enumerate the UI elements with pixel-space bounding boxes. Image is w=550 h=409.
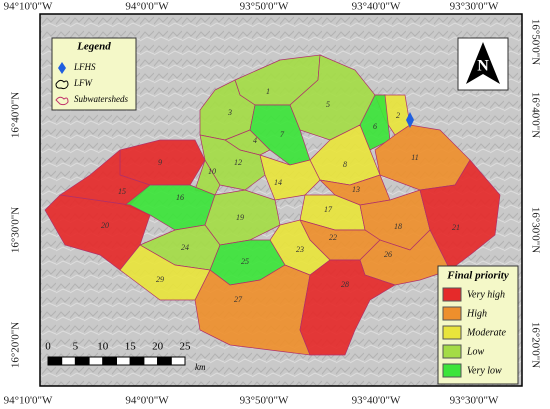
subwatershed bbox=[119, 139, 206, 186]
latitude-label: 16°40'0"N bbox=[10, 92, 22, 138]
coordinates: 94°10'0"W 94°0'0"W 93°50'0"W 93°40'0"W 93°30… bbox=[4, 1, 542, 407]
latitude-label: 16°20'0"N bbox=[10, 322, 22, 368]
latitude-label: 16°40'0"N bbox=[529, 92, 541, 138]
priority-swatch bbox=[442, 306, 462, 321]
subwatershed-label: 25 bbox=[241, 257, 249, 266]
subwatershed-label: 5 bbox=[326, 100, 330, 109]
priority-swatch bbox=[442, 363, 462, 378]
longitude-label: 94°0'0"W bbox=[125, 1, 169, 13]
subwatershed-label: 26 bbox=[384, 250, 392, 259]
subwatershed bbox=[299, 259, 396, 356]
longitude-label: 94°0'0"W bbox=[125, 395, 169, 407]
priority-label: Moderate bbox=[466, 327, 506, 338]
subwatershed-label: 18 bbox=[394, 222, 402, 231]
scale-tick-label: 0 bbox=[45, 341, 51, 353]
longitude-label: 93°30'0"W bbox=[450, 1, 499, 13]
lfhs-point bbox=[406, 112, 414, 128]
subwatershed-label: 9 bbox=[158, 158, 162, 167]
subwatershed-label: 16 bbox=[176, 193, 184, 202]
longitude-label: 93°40'0"W bbox=[352, 395, 401, 407]
subwatershed-label: 19 bbox=[236, 213, 244, 222]
latitude-label: 16°50'0"N bbox=[529, 19, 541, 65]
subwatershed-label: 28 bbox=[341, 280, 349, 289]
scale-segment bbox=[170, 356, 186, 366]
subwatershed-label: 29 bbox=[156, 275, 164, 284]
subwatershed-label: 3 bbox=[227, 108, 232, 117]
subwatersheds bbox=[44, 54, 501, 356]
priority-label: Very low bbox=[467, 365, 502, 376]
subwatershed-label: 12 bbox=[234, 158, 242, 167]
latitude-label: 16°30'0"N bbox=[10, 207, 22, 253]
scale-tick-label: 5 bbox=[73, 341, 79, 353]
priority-swatch bbox=[442, 344, 462, 359]
subwatershed-label: 21 bbox=[452, 223, 460, 232]
priority-label: Low bbox=[466, 346, 485, 357]
legend-icon bbox=[55, 79, 69, 90]
subwatershed-label: 23 bbox=[296, 245, 304, 254]
priority-swatch bbox=[442, 287, 462, 302]
priority-legend-title: Final priority bbox=[446, 270, 509, 282]
scale-tick-label: 10 bbox=[97, 341, 109, 353]
scale-segment bbox=[116, 356, 131, 366]
longitude-label: 93°30'0"W bbox=[450, 395, 499, 407]
scale-segment bbox=[102, 356, 118, 366]
scale-segment bbox=[129, 356, 145, 366]
subwatershed-label: 17 bbox=[324, 205, 333, 214]
legend-item: LFW bbox=[73, 78, 94, 88]
legend-icon bbox=[58, 62, 66, 74]
scale-segment bbox=[61, 356, 76, 366]
subwatershed-label: 13 bbox=[352, 185, 360, 194]
scale-tick-label: 20 bbox=[152, 341, 164, 353]
subwatershed bbox=[119, 244, 211, 301]
scale-segment bbox=[143, 356, 159, 366]
scale-segment bbox=[88, 356, 104, 366]
legend-item: LFHS bbox=[73, 62, 96, 72]
longitude-label: 94°10'0"W bbox=[4, 1, 53, 13]
scale-segment bbox=[47, 356, 63, 366]
subwatershed-label: 22 bbox=[329, 233, 337, 242]
priority-label: High bbox=[466, 308, 487, 319]
scale-segment bbox=[157, 356, 172, 366]
scale-tick-label: 25 bbox=[180, 341, 192, 353]
subwatershed-label: 2 bbox=[396, 111, 400, 120]
subwatershed-label: 14 bbox=[274, 178, 282, 187]
longitude-label: 93°50'0"W bbox=[240, 395, 289, 407]
scale-unit: km bbox=[195, 362, 206, 372]
subwatershed-label: 11 bbox=[411, 153, 418, 162]
subwatershed-label: 6 bbox=[373, 122, 377, 131]
priority-label: Very high bbox=[467, 289, 505, 300]
subwatershed-label: 20 bbox=[101, 221, 109, 230]
subwatershed-label: 7 bbox=[280, 130, 285, 139]
legend-title: Legend bbox=[76, 41, 111, 53]
longitude-label: 93°50'0"W bbox=[240, 1, 289, 13]
longitude-label: 94°10'0"W bbox=[4, 395, 53, 407]
latitude-label: 16°30'0"N bbox=[529, 207, 541, 253]
priority-swatch bbox=[442, 325, 462, 340]
subwatershed-label: 4 bbox=[253, 136, 257, 145]
scale-segment bbox=[74, 356, 90, 366]
subwatershed-label: 1 bbox=[266, 87, 270, 96]
north-label: N bbox=[477, 58, 489, 75]
subwatershed-label: 10 bbox=[208, 167, 216, 176]
priority-legend: Final priority Very high High Moderate Low V… bbox=[437, 265, 519, 385]
legend-icon bbox=[55, 96, 69, 106]
subwatershed bbox=[44, 194, 151, 271]
latitude-label: 16°20'0"N bbox=[529, 322, 541, 368]
subwatershed-label: 27 bbox=[234, 295, 243, 304]
north-arrow bbox=[466, 42, 500, 84]
scale-tick-label: 15 bbox=[125, 341, 137, 353]
subwatershed-label: 15 bbox=[118, 187, 126, 196]
subwatershed-label: 8 bbox=[343, 160, 347, 169]
subwatershed-label: 24 bbox=[181, 243, 189, 252]
legend-item: Subwatersheds bbox=[74, 94, 128, 104]
longitude-label: 93°40'0"W bbox=[352, 1, 401, 13]
subwatershed bbox=[259, 154, 321, 201]
